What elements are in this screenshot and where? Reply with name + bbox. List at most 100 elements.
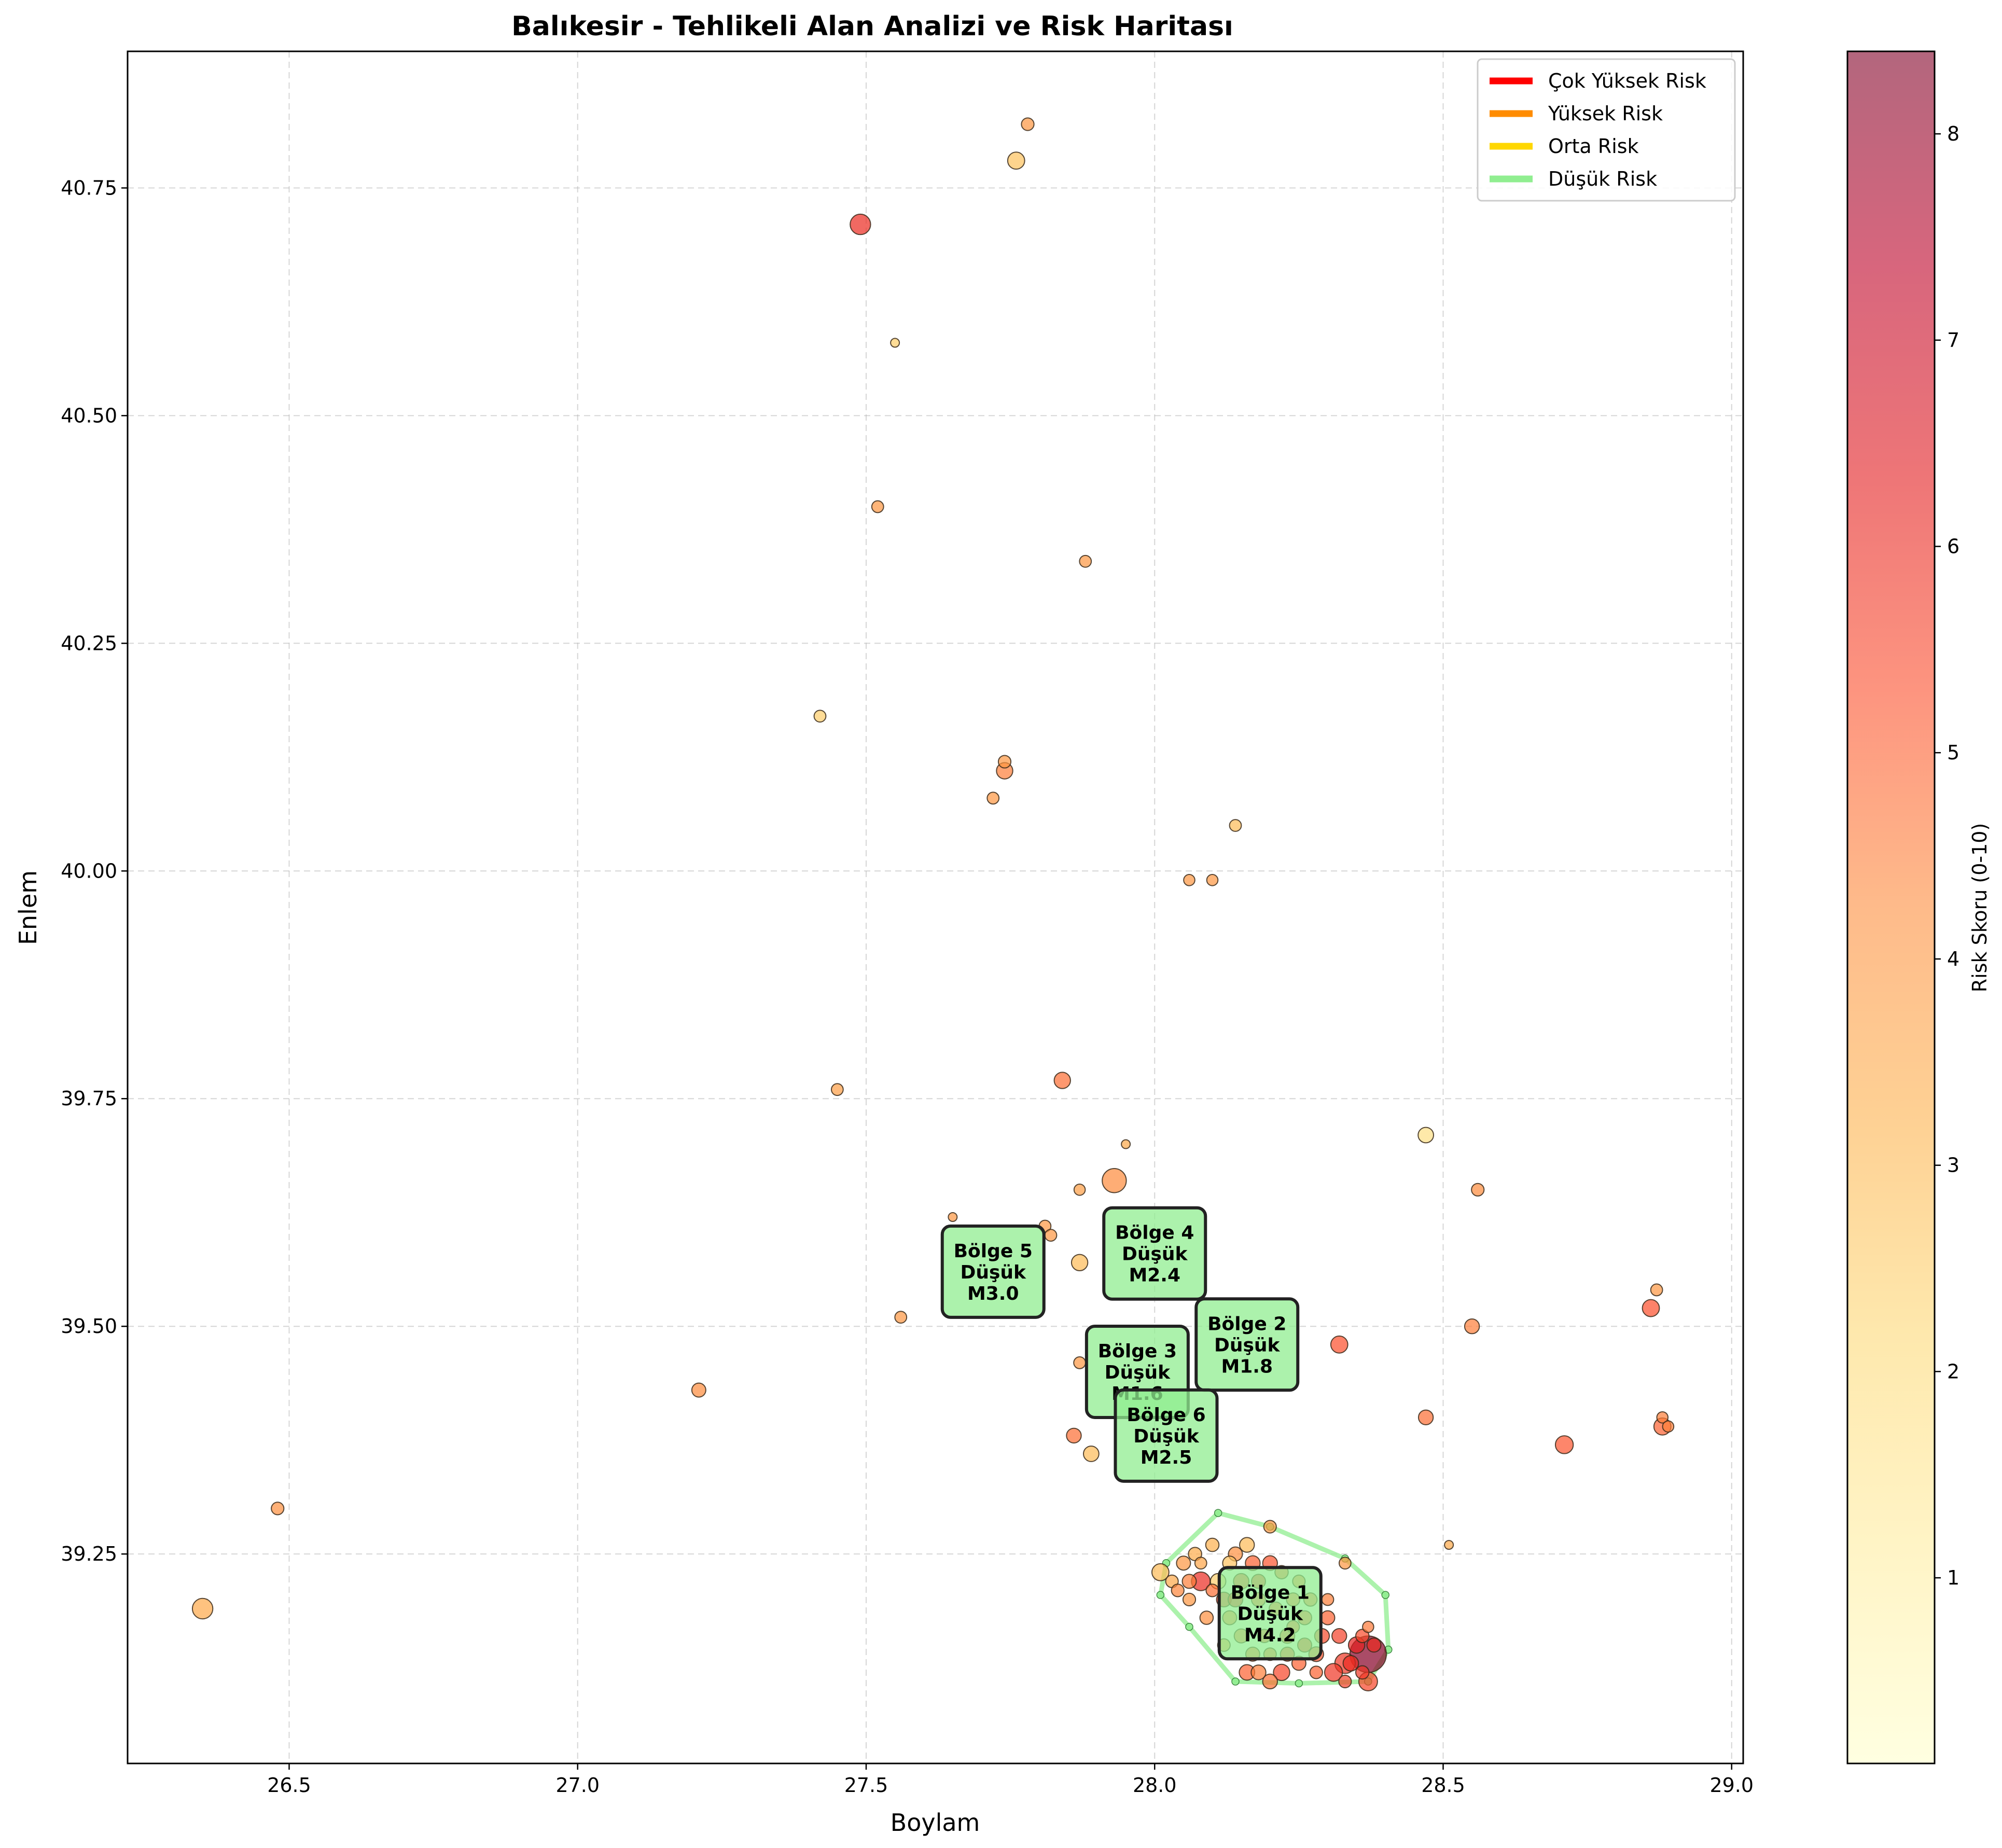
data-point xyxy=(1355,1665,1370,1680)
data-point xyxy=(1205,1583,1219,1597)
region-2-risk: Düşük xyxy=(1214,1335,1281,1356)
data-point xyxy=(1079,554,1092,568)
region-5-box xyxy=(940,1224,1046,1319)
data-point xyxy=(1229,819,1242,832)
x-tick-label: 28.0 xyxy=(1133,1774,1177,1797)
data-point xyxy=(1121,1139,1131,1149)
region-4-box xyxy=(1102,1206,1207,1301)
data-point xyxy=(1320,1610,1336,1625)
data-point xyxy=(1044,1229,1058,1242)
data-point xyxy=(1053,1072,1071,1089)
data-point xyxy=(850,213,871,235)
region-4-magnitude: M2.4 xyxy=(1129,1265,1180,1286)
data-point xyxy=(986,791,1000,805)
data-point xyxy=(1182,1592,1197,1607)
region-1-magnitude: M4.2 xyxy=(1244,1624,1296,1646)
data-point xyxy=(1171,1583,1185,1597)
plot-frame xyxy=(127,50,1744,1764)
data-point xyxy=(1342,1655,1359,1672)
data-point xyxy=(813,710,827,723)
colorbar-tick-label: 6 xyxy=(1947,535,1959,558)
data-point xyxy=(1656,1411,1669,1424)
y-tick-label: 39.50 xyxy=(61,1315,117,1338)
data-point xyxy=(1662,1420,1675,1433)
y-tick-label: 40.75 xyxy=(61,176,117,199)
data-point xyxy=(830,1083,844,1096)
colorbar-label: Risk Skoru (0-10) xyxy=(1968,823,1991,993)
legend-entries: Çok Yüksek Risk Yüksek Risk Orta Risk Düşük… xyxy=(1490,70,1706,190)
data-point xyxy=(191,1597,214,1620)
y-tick-label: 40.00 xyxy=(61,859,117,882)
legend-box xyxy=(1477,58,1736,202)
colorbar: 1 2 3 4 5 6 7 8 Risk Skoru (0-10) xyxy=(1846,50,1991,1764)
region-5-magnitude: M3.0 xyxy=(967,1283,1019,1304)
grid xyxy=(128,51,1743,1763)
legend-label: Düşük Risk xyxy=(1548,168,1657,190)
data-point xyxy=(1194,1557,1207,1570)
data-point xyxy=(1073,1184,1086,1196)
data-point xyxy=(1338,1557,1352,1570)
chart-title: Balıkesir - Tehlikeli Alan Analizi ve Ri… xyxy=(511,11,1233,42)
region-1-label: Bölge 1 xyxy=(1231,1582,1310,1603)
data-point xyxy=(1338,1674,1352,1689)
colorbar-tick-label: 7 xyxy=(1947,329,1959,352)
data-point xyxy=(1205,1537,1220,1552)
data-point xyxy=(691,1382,706,1398)
data-point xyxy=(1183,874,1195,886)
region-1-hull-vertex xyxy=(1231,1677,1240,1686)
region-1-hull xyxy=(1158,1510,1391,1686)
data-point xyxy=(997,755,1012,769)
legend-label: Yüksek Risk xyxy=(1548,102,1663,125)
x-tick-label: 27.0 xyxy=(555,1774,600,1797)
colorbar-tick-label: 3 xyxy=(1947,1154,1959,1177)
data-point xyxy=(1021,117,1035,131)
region-6-label: Bölge 6 xyxy=(1127,1405,1205,1426)
data-point xyxy=(1263,1520,1277,1534)
region-5-label: Bölge 5 xyxy=(954,1241,1033,1262)
region-1-box xyxy=(1217,1566,1323,1661)
colorbar-tick-label: 5 xyxy=(1947,741,1959,764)
data-point xyxy=(1073,1356,1087,1369)
data-point xyxy=(271,1502,285,1516)
colorbar-tick-label: 4 xyxy=(1947,948,1959,970)
region-6-risk: Düşük xyxy=(1133,1426,1200,1447)
data-point xyxy=(871,500,884,513)
region-3-risk: Düşük xyxy=(1105,1362,1171,1383)
legend-label: Çok Yüksek Risk xyxy=(1548,70,1706,92)
data-point xyxy=(1262,1673,1278,1690)
x-axis-label: Boylam xyxy=(891,1809,980,1837)
colorbar-ticks: 1 2 3 4 5 6 7 8 xyxy=(1935,122,1959,1589)
data-point xyxy=(1471,1183,1485,1197)
data-point xyxy=(1362,1620,1374,1633)
data-point xyxy=(1642,1299,1660,1317)
colorbar-tick-label: 1 xyxy=(1947,1566,1959,1589)
colorbar-gradient xyxy=(1846,50,1936,1764)
region-6-magnitude: M2.5 xyxy=(1141,1447,1192,1468)
legend-label: Orta Risk xyxy=(1548,135,1639,158)
data-point xyxy=(1250,1664,1267,1680)
data-point xyxy=(1355,1629,1370,1643)
data-point xyxy=(1273,1663,1290,1682)
x-tick-label: 26.5 xyxy=(267,1774,311,1797)
region-1-hull-vertex xyxy=(1156,1591,1165,1599)
data-point xyxy=(1102,1168,1127,1193)
y-tick-label: 40.25 xyxy=(61,632,117,655)
data-point xyxy=(1239,1537,1255,1553)
region-2-magnitude: M1.8 xyxy=(1221,1356,1273,1377)
data-point xyxy=(1176,1555,1191,1571)
x-axis-ticks: 26.5 27.0 27.5 28.0 28.5 29.0 xyxy=(267,1763,1754,1797)
data-point xyxy=(1007,151,1025,170)
region-1-hull-vertex xyxy=(1295,1679,1303,1688)
region-1-hull-vertex xyxy=(1214,1509,1222,1517)
x-tick-label: 27.5 xyxy=(844,1774,888,1797)
region-4-risk: Düşük xyxy=(1122,1244,1188,1265)
region-1-risk: Düşük xyxy=(1237,1603,1303,1624)
data-point xyxy=(1650,1283,1663,1297)
